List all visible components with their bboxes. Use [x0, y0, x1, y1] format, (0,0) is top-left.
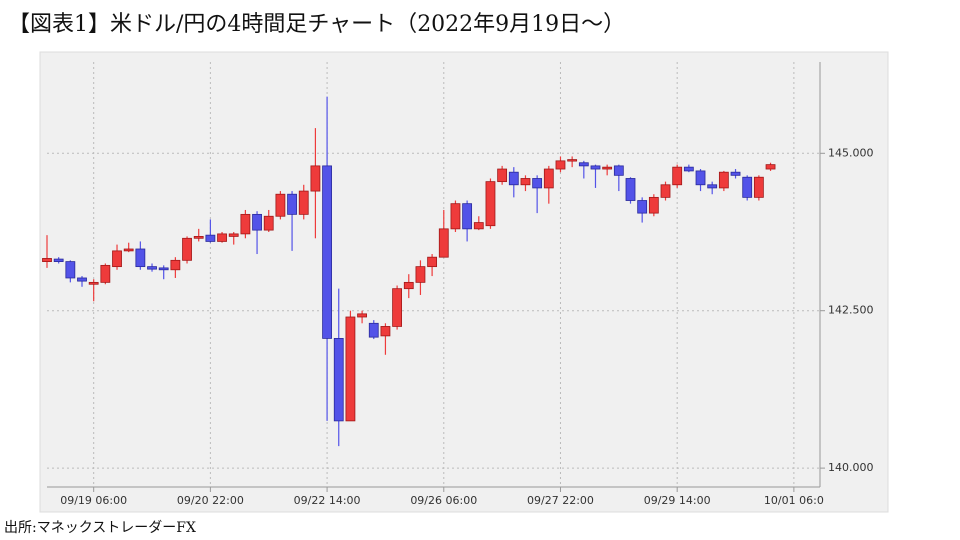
candle-body [520, 178, 531, 186]
candle-body [240, 213, 251, 235]
candle-body [42, 258, 52, 262]
candle-body [112, 250, 122, 268]
y-tick-label: 140.000 [828, 461, 874, 474]
candle-body [532, 178, 543, 189]
candle-body [147, 266, 157, 270]
candle-body [310, 165, 321, 192]
source-note: 出所:マネックストレーダーFX [4, 520, 196, 536]
candle-body [462, 203, 473, 230]
candle-body [298, 190, 309, 215]
plot-area: 140.000 142.500 145.000 09/19 06:00 09/20 22… [42, 62, 874, 507]
candle-body [182, 237, 192, 261]
candle-body [88, 281, 99, 285]
candle-body [53, 258, 64, 262]
candle-body [485, 181, 496, 227]
candle-body [380, 326, 391, 337]
candle-body [508, 171, 519, 186]
candle-body [730, 171, 741, 176]
candle-body [263, 215, 274, 231]
candle-body [613, 165, 624, 176]
candle-body [357, 313, 367, 318]
candle-body [77, 277, 87, 282]
candle-body [648, 196, 659, 214]
candle-body [718, 171, 729, 189]
x-tick-label: 09/27 22:00 [527, 494, 594, 507]
candle-body [590, 165, 601, 170]
x-tick-label: 09/29 14:00 [644, 494, 711, 507]
x-tick-label: 09/19 06:00 [60, 494, 127, 507]
candle-body [228, 233, 239, 237]
candle-body [602, 166, 613, 170]
candle-body [333, 338, 344, 422]
candle-body [123, 248, 134, 252]
y-tick-label: 145.000 [828, 146, 874, 159]
candle-body [660, 184, 671, 198]
candle-body [345, 316, 356, 422]
candle-body [392, 288, 403, 327]
candle-body [158, 267, 169, 271]
candle-body [707, 184, 718, 189]
candle-body [695, 170, 706, 186]
candle-body [193, 236, 204, 239]
y-tick-label: 142.500 [828, 304, 874, 317]
candle-body [742, 176, 753, 198]
candle-body [65, 261, 76, 279]
candle-body [287, 193, 297, 215]
candle-body [135, 248, 146, 268]
candle-body [578, 162, 589, 167]
x-tick-label: 09/20 22:00 [177, 494, 244, 507]
candle-body [497, 168, 508, 183]
candle-body [275, 193, 286, 217]
candle-body [637, 200, 648, 214]
chart-background [39, 51, 889, 513]
candle-body [217, 233, 227, 242]
candle-body [368, 322, 379, 338]
x-tick-label: 10/01 06:0 [764, 494, 824, 507]
candle-body [252, 213, 262, 231]
candle-body [170, 259, 181, 271]
candle-body [543, 168, 554, 189]
candle-body [100, 264, 111, 283]
candle-body [753, 176, 764, 198]
candle-body [438, 228, 449, 258]
candle-body [765, 164, 776, 170]
candle-body [625, 178, 636, 201]
candle-body [683, 166, 694, 172]
chart-title: 【図表1】米ドル/円の4時間足チャート（2022年9月19日～） [8, 12, 626, 37]
x-tick-label: 09/26 06:00 [410, 494, 477, 507]
candle-body [473, 222, 484, 230]
candle-body [415, 266, 426, 283]
candle-body [555, 160, 566, 170]
candle-body [567, 159, 578, 162]
x-tick-label: 09/22 14:00 [294, 494, 361, 507]
candle-body [450, 203, 461, 230]
candle-body [427, 256, 438, 268]
candle-body [672, 166, 683, 186]
candle-body [403, 281, 414, 290]
candle-body [205, 234, 216, 242]
candle-body [322, 165, 332, 339]
